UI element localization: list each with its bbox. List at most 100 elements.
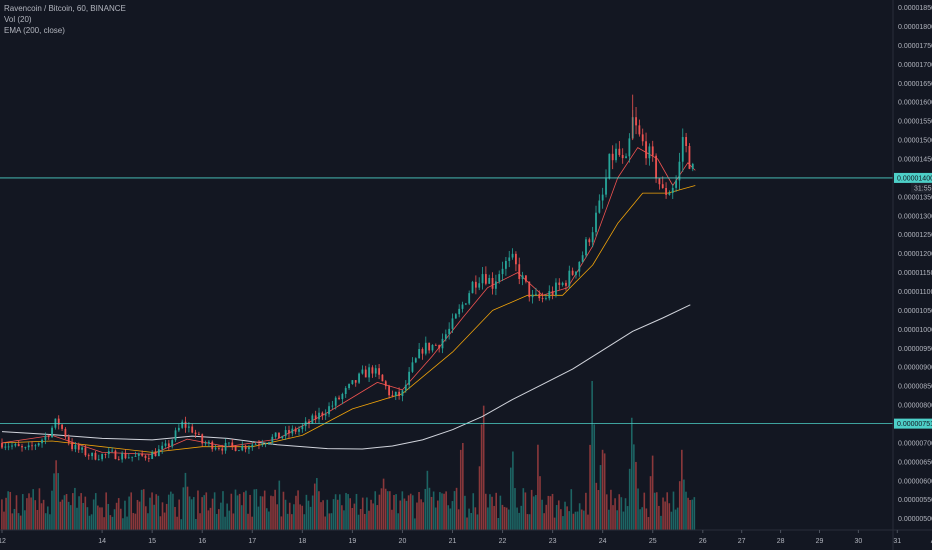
candle-body [401,390,404,396]
volume-bar [597,490,600,530]
candle-body [428,342,431,351]
candle-body [204,443,207,445]
candle-body [91,452,94,457]
candle-body [681,137,684,162]
volume-bar [683,479,685,530]
volume-bar [59,501,62,530]
volume-bar [218,509,220,530]
candle-body [628,138,631,157]
price-tick-label: 0.00001850 [898,5,932,12]
volume-bar [176,516,178,530]
volume-bar [678,481,681,530]
volume-bar [355,493,358,530]
volume-bar [53,473,55,530]
volume-bar [620,497,623,530]
volume-bar [357,514,360,530]
volume-bar [86,507,89,530]
volume-bar [497,518,500,530]
price-axis-panel[interactable] [893,0,932,550]
volume-bar [414,518,416,530]
candle-body [234,445,237,451]
volume-bar [489,494,491,530]
volume-bar [532,496,535,530]
candle-body [484,274,487,284]
volume-bar [272,496,274,530]
volume-bar [478,466,481,530]
volume-bar [238,493,241,530]
legend-symbol[interactable]: Ravencoin / Bitcoin, 60, BINANCE [4,4,126,13]
candle-body [328,406,330,415]
volume-bar [82,502,85,530]
volume-bar [568,511,571,530]
volume-bar [359,508,362,530]
volume-bar [551,493,554,530]
candle-body [678,161,681,181]
volume-bar [186,486,189,530]
volume-bar [434,507,437,530]
volume-bar [649,476,652,530]
candle-body [494,281,497,289]
volume-bar [610,489,612,530]
candle-body [67,437,70,443]
volume-bar [19,515,22,530]
volume-bar [234,489,237,530]
volume-bar [374,491,377,530]
volume-bar [230,493,233,530]
candle-body [361,369,364,374]
countdown-tag [911,182,932,193]
candle-body [268,442,270,444]
candle-body [278,432,280,439]
candle-body [144,455,147,459]
volume-bar [320,502,322,530]
volume-bar [40,503,43,530]
candle-body [251,444,254,448]
candle-body [71,442,73,450]
volume-bar [117,498,120,530]
volume-bar [9,491,12,530]
candle-body [214,448,217,450]
candle-body [381,374,384,382]
candle-body [528,281,531,298]
volume-bar [103,517,105,530]
volume-bar [612,505,614,530]
volume-bar [153,504,155,530]
volume-bar [493,505,495,530]
price-tick-label: 0.00001800 [898,24,932,31]
volume-bar [115,502,118,530]
candle-body [34,445,37,447]
volume-bar [243,492,245,530]
volume-bar [445,491,447,530]
volume-bar [130,492,133,530]
volume-bar [134,513,137,530]
price-tick-label: 0.00001050 [898,308,932,315]
candle-body [261,444,264,446]
volume-bar [240,505,243,530]
volume-bar [157,495,160,530]
volume-bar [512,451,514,530]
price-tick-label: 0.00001100 [898,289,932,296]
legend-volume[interactable]: Vol (20) [4,15,32,24]
candle-body [471,281,474,294]
volume-bar [405,500,408,530]
volume-bar [111,516,114,530]
candle-body [394,391,397,397]
volume-bar [209,507,212,530]
volume-bar [61,499,64,530]
price-tick-label: 0.00000550 [898,497,932,504]
candle-body [131,456,134,458]
candle-body [458,308,461,315]
candle-body [211,441,214,450]
volume-bars [1,380,696,530]
legend-ema[interactable]: EMA (200, close) [4,26,65,35]
horizontal-lines[interactable] [0,177,893,425]
candle-body [665,188,667,195]
candle-body [1,442,3,448]
volume-bar [437,500,439,530]
candle-body [191,426,194,433]
volume-bar [21,494,24,530]
volume-bar [549,496,552,530]
time-tick-label: 21 [449,538,457,545]
candle-body [194,432,197,435]
time-tick-label: 26 [699,538,707,545]
